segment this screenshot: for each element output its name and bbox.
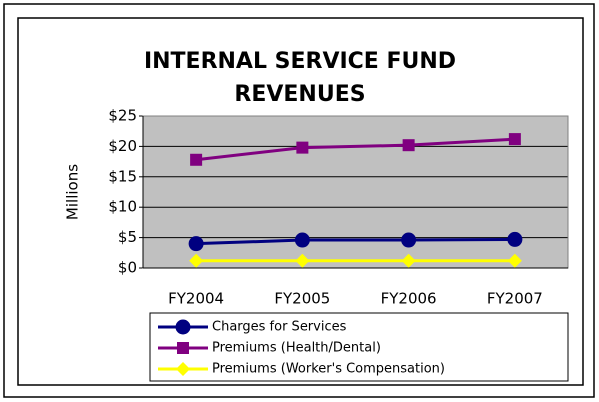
series-line bbox=[195, 137, 515, 162]
series-line bbox=[196, 237, 515, 246]
marker bbox=[176, 362, 190, 376]
x-tick-label: FY2006 bbox=[381, 290, 437, 308]
marker bbox=[188, 236, 204, 252]
chart-title: INTERNAL SERVICE FUND bbox=[144, 49, 456, 74]
marker bbox=[190, 153, 203, 166]
x-tick-label: FY2004 bbox=[168, 290, 224, 308]
marker bbox=[401, 253, 416, 268]
chart-title: REVENUES bbox=[234, 82, 365, 107]
marker bbox=[507, 231, 523, 247]
y-axis-label: Millions bbox=[64, 164, 82, 220]
legend-label: Charges for Services bbox=[212, 320, 347, 335]
marker bbox=[175, 319, 191, 335]
marker bbox=[189, 253, 204, 268]
y-tick-label: $25 bbox=[108, 107, 137, 125]
legend-label: Premiums (Worker's Compensation) bbox=[212, 362, 445, 377]
marker bbox=[296, 141, 309, 154]
y-tick-label: $5 bbox=[118, 228, 137, 246]
marker bbox=[401, 232, 417, 248]
x-tick-label: FY2005 bbox=[274, 290, 330, 308]
marker bbox=[402, 139, 415, 152]
legend-box bbox=[149, 312, 569, 382]
x-tick-label: FY2007 bbox=[487, 290, 543, 308]
y-tick-label: $15 bbox=[108, 167, 137, 185]
y-tick-label: $10 bbox=[108, 198, 137, 216]
marker bbox=[177, 342, 189, 354]
marker bbox=[295, 253, 310, 268]
marker bbox=[507, 253, 522, 268]
y-tick-label: $0 bbox=[118, 259, 137, 277]
y-tick-label: $20 bbox=[108, 137, 137, 155]
legend-label: Premiums (Health/Dental) bbox=[212, 341, 381, 356]
marker bbox=[294, 232, 310, 248]
marker bbox=[508, 133, 521, 146]
